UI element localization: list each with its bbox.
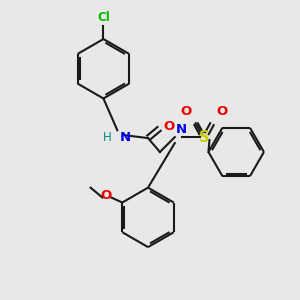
Text: O: O [216,105,228,118]
Text: S: S [199,130,210,145]
Text: O: O [164,120,175,133]
Text: N: N [176,123,187,136]
Text: Cl: Cl [97,11,110,24]
Text: O: O [101,189,112,202]
Text: N: N [119,131,130,144]
Text: O: O [180,105,192,118]
Text: H: H [103,131,111,144]
